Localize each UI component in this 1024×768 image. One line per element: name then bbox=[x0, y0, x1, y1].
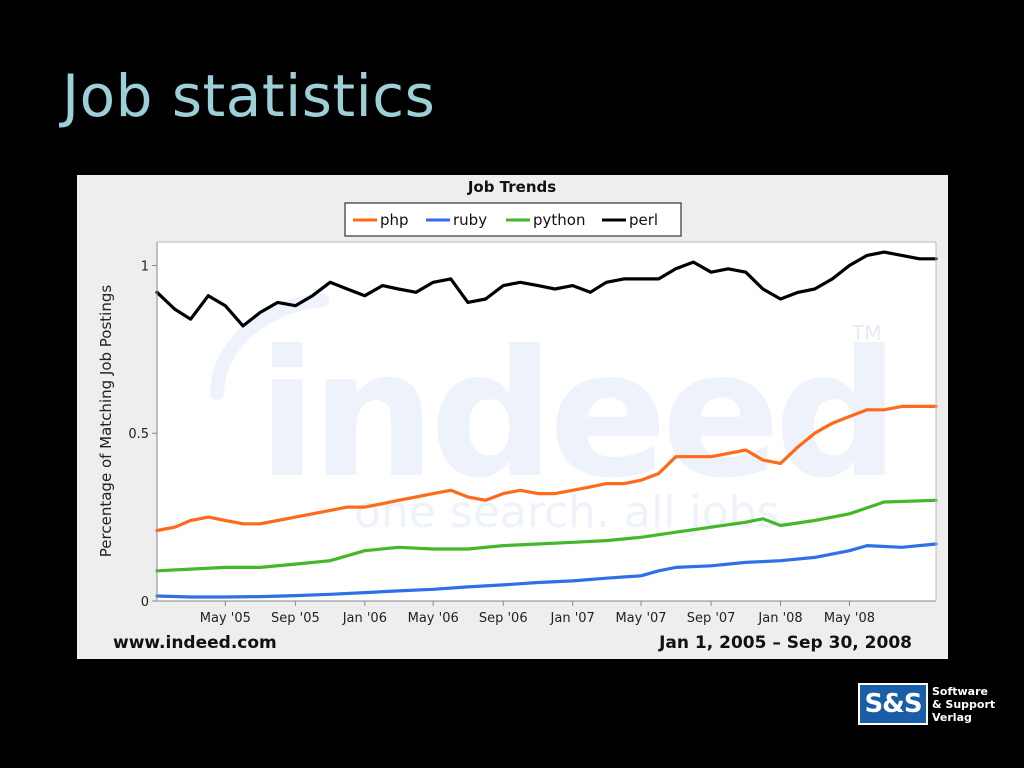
legend: php ruby python perl bbox=[344, 202, 682, 237]
x-tick-label: Sep '05 bbox=[271, 611, 320, 626]
x-tick-label: May '07 bbox=[615, 611, 666, 626]
watermark-brand: indeed bbox=[257, 314, 894, 517]
date-range: Jan 1, 2005 – Sep 30, 2008 bbox=[659, 633, 912, 653]
x-tick-label: Jan '08 bbox=[757, 611, 802, 626]
x-tick-label: Jan '06 bbox=[342, 611, 387, 626]
chart-title: Job Trends bbox=[467, 178, 556, 196]
indeed-watermark: indeed TM one search. all jobs. bbox=[210, 293, 900, 538]
x-tick-label: May '06 bbox=[408, 611, 459, 626]
y-ticks: 00.51 bbox=[128, 259, 157, 610]
job-trends-chart: Job Trends php ruby python perl indeed T… bbox=[77, 175, 948, 659]
logo-text: Software & Support Verlag bbox=[932, 685, 995, 724]
logo-mark: S&S bbox=[858, 683, 928, 725]
source-url: www.indeed.com bbox=[113, 633, 277, 653]
chart-canvas: Job Trends php ruby python perl indeed T… bbox=[97, 178, 938, 626]
slide-title: Job statistics bbox=[62, 62, 436, 130]
series-line-python bbox=[155, 498, 938, 573]
legend-label-ruby: ruby bbox=[453, 211, 487, 229]
watermark-tm: TM bbox=[851, 321, 881, 345]
y-tick-label: 0.5 bbox=[128, 427, 149, 442]
series-line-perl bbox=[155, 250, 938, 328]
series-line-php bbox=[155, 404, 938, 533]
x-tick-label: Jan '07 bbox=[550, 611, 595, 626]
legend-label-perl: perl bbox=[629, 211, 658, 229]
y-axis-label: Percentage of Matching Job Postings bbox=[97, 285, 115, 558]
series-line-ruby bbox=[155, 542, 938, 599]
y-tick-label: 1 bbox=[141, 259, 149, 274]
sands-logo: S&S Software & Support Verlag bbox=[858, 683, 998, 727]
legend-label-python: python bbox=[533, 211, 585, 229]
x-tick-label: May '05 bbox=[200, 611, 251, 626]
x-ticks: May '05 Sep '05 Jan '06 May '06 Sep '06 Jan '… bbox=[200, 601, 875, 626]
logo-line-2: & Support bbox=[932, 698, 996, 711]
series-layer bbox=[155, 250, 938, 599]
x-tick-label: May '08 bbox=[824, 611, 875, 626]
x-tick-label: Sep '06 bbox=[479, 611, 528, 626]
logo-line-1: Software bbox=[932, 685, 988, 698]
x-tick-label: Sep '07 bbox=[687, 611, 736, 626]
legend-label-php: php bbox=[380, 211, 409, 229]
y-tick-label: 0 bbox=[141, 595, 149, 610]
logo-line-3: Verlag bbox=[932, 711, 972, 724]
